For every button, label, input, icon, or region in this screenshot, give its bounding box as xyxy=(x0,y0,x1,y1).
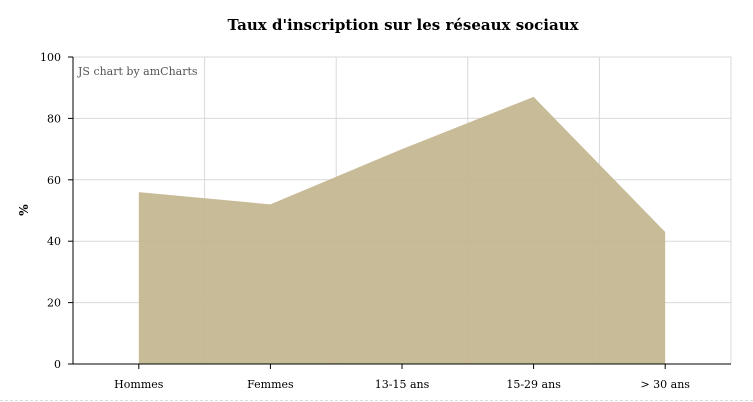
area-series xyxy=(138,96,666,364)
y-axis-label: % xyxy=(17,204,31,216)
amcharts-watermark[interactable]: JS chart by amCharts xyxy=(77,65,198,78)
x-tick-label: Hommes xyxy=(114,378,164,391)
y-tick-label: 40 xyxy=(47,235,61,248)
y-tick-label: 100 xyxy=(40,51,61,64)
y-tick-label: 0 xyxy=(54,358,61,371)
x-tick-label: > 30 ans xyxy=(640,378,690,391)
y-tick-labels: 0 20 40 60 80 100 xyxy=(40,51,73,371)
area-fill xyxy=(138,96,666,364)
chart-title: Taux d'inscription sur les réseaux socia… xyxy=(227,16,579,34)
y-tick-label: 20 xyxy=(47,297,61,310)
x-tick-label: Femmes xyxy=(247,378,294,391)
y-tick-label: 80 xyxy=(47,112,61,125)
bottom-divider xyxy=(0,400,753,401)
x-tick-label: 13-15 ans xyxy=(375,378,430,391)
x-tick-labels: Hommes Femmes 13-15 ans 15-29 ans > 30 ans xyxy=(114,364,690,391)
x-tick-label: 15-29 ans xyxy=(506,378,561,391)
y-tick-label: 60 xyxy=(47,174,61,187)
